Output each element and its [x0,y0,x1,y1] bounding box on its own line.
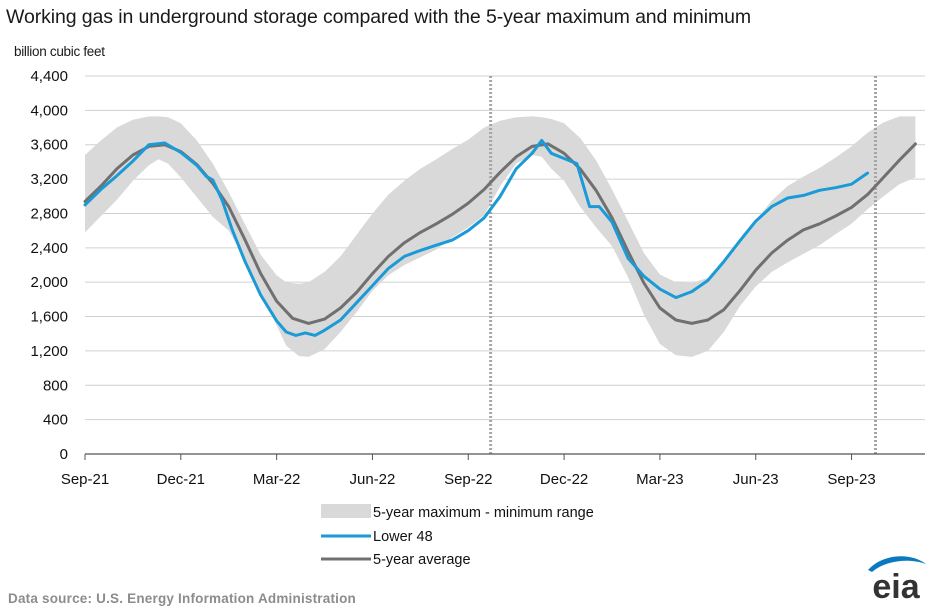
y-tick-label: 1,200 [30,343,68,360]
y-tick-label: 2,000 [30,274,68,291]
x-tick-label: Dec-22 [540,471,588,488]
y-axis-unit-label: billion cubic feet [14,44,105,59]
legend-item: 5-year maximum - minimum range [321,504,594,521]
legend-item: 5-year average [321,552,471,568]
chart-title: Working gas in underground storage compa… [6,6,752,28]
x-tick-label: Dec-21 [157,471,205,488]
range-band [85,116,916,357]
x-tick-label: Mar-22 [253,471,301,488]
series-layer [83,138,917,337]
x-tick-label: Sep-22 [444,471,492,488]
legend-label: Lower 48 [373,529,433,545]
range-band-layer [85,116,916,357]
x-tick-label: Sep-21 [61,471,109,488]
data-source-note: Data source: U.S. Energy Information Adm… [8,591,356,606]
eia-logo-text: eia [872,568,920,604]
x-tick-label: Sep-23 [827,471,875,488]
y-tick-label: 800 [43,377,68,394]
legend: 5-year maximum - minimum range Lower 48 5-… [321,504,594,568]
y-tick-label: 1,600 [30,309,68,326]
y-tick-label: 2,800 [30,205,68,222]
eia-logo[interactable]: eia [860,548,932,604]
x-tick-label: Mar-23 [636,471,684,488]
series-5yr-average [83,142,917,325]
series-lower48 [83,138,869,337]
legend-item: Lower 48 [321,529,433,545]
axes: 0 400 800 1,200 1,600 2,000 2,400 2,800 3,200 3,6… [30,68,925,488]
y-tick-label: 400 [43,412,68,429]
legend-label: 5-year maximum - minimum range [373,505,594,521]
legend-swatch-range [321,504,371,518]
x-tick-label: Jun-22 [350,471,396,488]
series-lower48-line [83,138,869,337]
legend-label: 5-year average [373,552,471,568]
x-tick-label: Jun-23 [733,471,779,488]
y-tick-label: 4,400 [30,68,68,85]
y-tick-label: 3,600 [30,137,68,154]
y-tick-label: 0 [60,446,68,463]
y-tick-label: 3,200 [30,171,68,188]
vertical-markers [489,76,877,454]
y-tick-label: 4,000 [30,102,68,119]
y-tick-label: 2,400 [30,240,68,257]
series-5yr-average-line [83,142,917,325]
eia-logo-arc [868,556,926,572]
